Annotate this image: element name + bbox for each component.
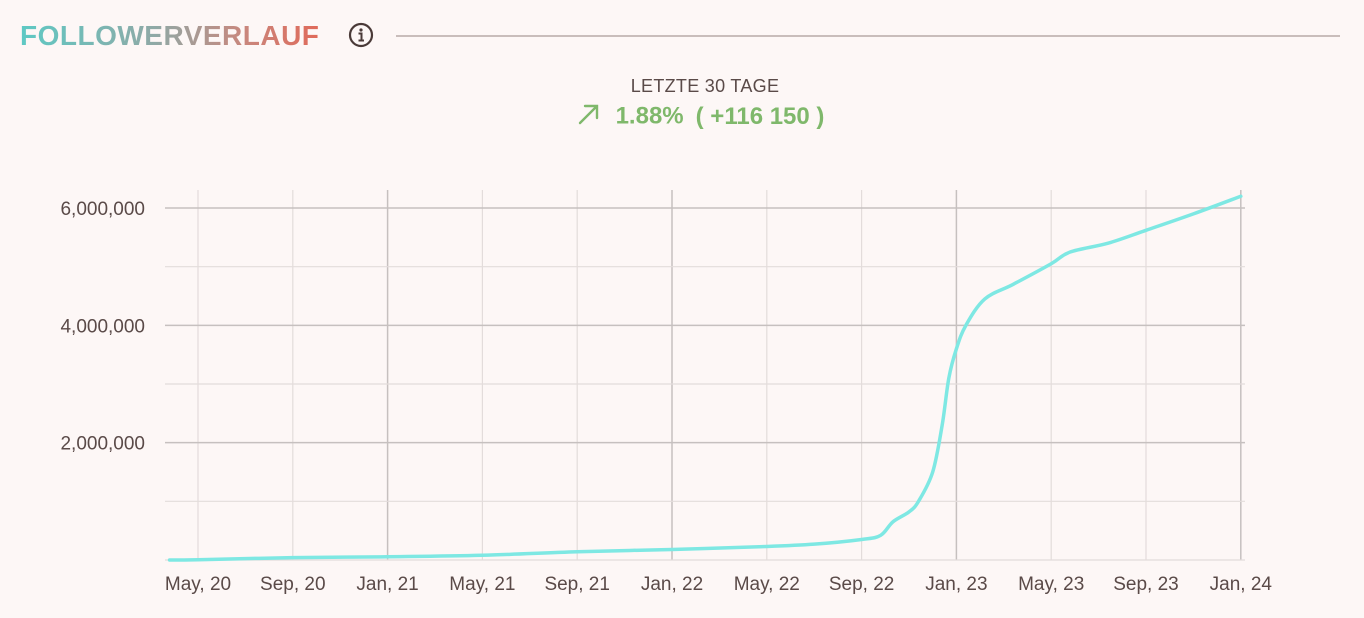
x-tick-label: Jan, 24 [1210, 574, 1273, 595]
y-tick-label: 2,000,000 [60, 434, 145, 455]
period-label: LETZTE 30 TAGE [630, 76, 780, 96]
x-tick-label: Jan, 21 [356, 574, 418, 595]
y-tick-label: 6,000,000 [60, 199, 145, 220]
x-tick-label: Jan, 23 [925, 574, 987, 595]
absolute-change: ( +116 150 ) [695, 102, 825, 130]
chart-header: FOLLOWERVERLAUF [20, 18, 1340, 56]
x-tick-label: May, 23 [1018, 574, 1084, 595]
y-tick-label: 4,000,000 [60, 316, 145, 337]
x-tick-label: May, 21 [449, 574, 515, 595]
x-tick-label: Sep, 21 [544, 574, 610, 595]
header-divider [396, 35, 1340, 37]
series-line-followers [167, 194, 1243, 562]
x-tick-label: May, 22 [734, 574, 800, 595]
chart-title: FOLLOWERVERLAUF [20, 20, 320, 51]
x-tick-label: Sep, 22 [829, 574, 895, 595]
x-tick-label: Jan, 22 [641, 574, 703, 595]
trend-up-arrow-icon [578, 104, 598, 124]
percent-change: 1.88% [615, 102, 684, 130]
info-icon[interactable] [348, 22, 374, 48]
growth-summary: 1.88% ( +116 150 ) [0, 102, 1364, 131]
x-tick-label: Sep, 23 [1113, 574, 1179, 595]
x-tick-label: May, 20 [165, 574, 231, 595]
x-tick-label: Sep, 20 [260, 574, 326, 595]
